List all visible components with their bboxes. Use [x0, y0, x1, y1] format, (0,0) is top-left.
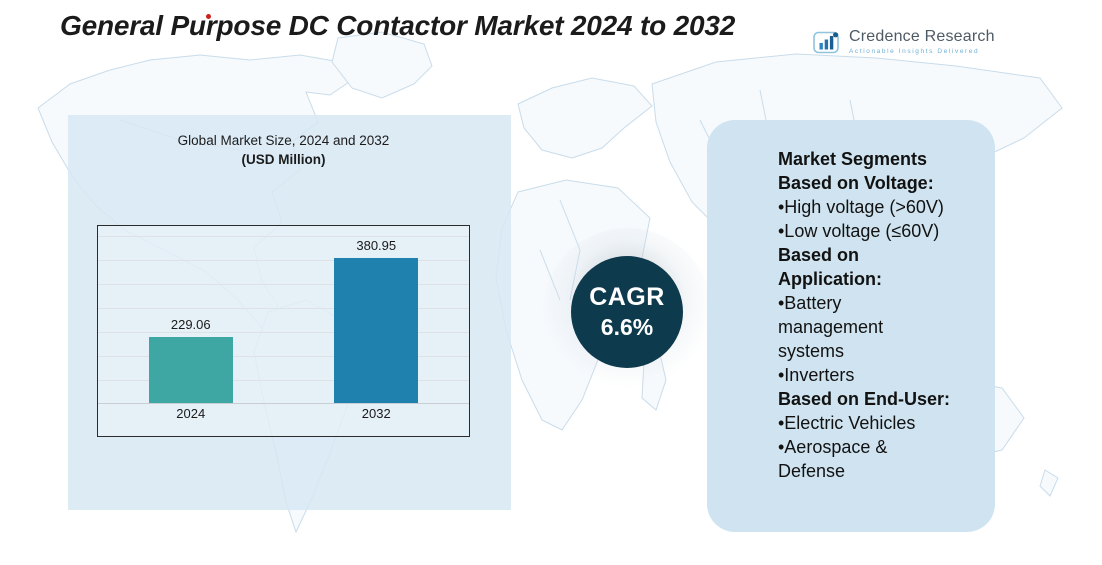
segment-item: Defense: [778, 461, 846, 481]
segments-heading: Market Segments: [778, 149, 928, 169]
segment-item: •Electric Vehicles: [778, 413, 916, 433]
segment-group-application: Application:: [778, 269, 882, 289]
plot-area: 229.06 380.95: [98, 236, 469, 404]
bar-value-label: 229.06: [170, 317, 211, 332]
segment-item: systems: [778, 341, 845, 361]
segment-group-end-user: Based on End-User:: [778, 389, 951, 409]
segments-panel: Market Segments Based on Voltage: •High …: [707, 120, 995, 532]
logo-tagline: Actionable Insights Delivered: [849, 48, 980, 55]
bar-value-label: 380.95: [356, 238, 397, 253]
logo-text: Credence Research Actionable Insights De…: [849, 28, 995, 55]
chart-title: Global Market Size, 2024 and 2032: [177, 133, 390, 148]
bar-column-2032: 380.95: [334, 236, 419, 403]
logo-bar-chart-icon: [813, 31, 839, 54]
segment-item: management: [778, 317, 884, 337]
bar-chart: 229.06 380.95 2024 2032: [97, 225, 470, 437]
segment-item: •Low voltage (≤60V): [778, 221, 940, 241]
map-new-zealand: [1039, 469, 1059, 497]
x-axis: 2024 2032: [98, 400, 469, 436]
x-axis-label: 2024: [176, 406, 206, 421]
segment-group-voltage: Based on Voltage:: [778, 173, 934, 193]
segment-item: •High voltage (>60V): [778, 197, 944, 217]
x-axis-label: 2032: [361, 406, 391, 421]
bar: [334, 258, 419, 403]
segment-group-application: Based on: [778, 245, 860, 265]
credence-research-logo: Credence Research Actionable Insights De…: [812, 28, 995, 56]
bar: [148, 337, 233, 403]
cagr-label: CAGR: [589, 283, 665, 311]
cagr-circle: CAGR 6.6%: [571, 256, 683, 368]
bar-column-2024: 229.06: [148, 236, 233, 403]
segment-item: •Aerospace &: [778, 437, 888, 457]
map-greenland: [331, 31, 433, 99]
market-segments-list: Market Segments Based on Voltage: •High …: [778, 147, 990, 483]
map-europe: [517, 77, 653, 159]
logo-name: Credence Research: [849, 28, 995, 45]
title-accent-dot: [206, 14, 211, 19]
cagr-value: 6.6%: [600, 314, 654, 340]
page-title: General Purpose DC Contactor Market 2024…: [60, 10, 736, 41]
segment-item: •Inverters: [778, 365, 855, 385]
segment-item: •Battery: [778, 293, 842, 313]
chart-subtitle: (USD Million): [241, 152, 326, 167]
